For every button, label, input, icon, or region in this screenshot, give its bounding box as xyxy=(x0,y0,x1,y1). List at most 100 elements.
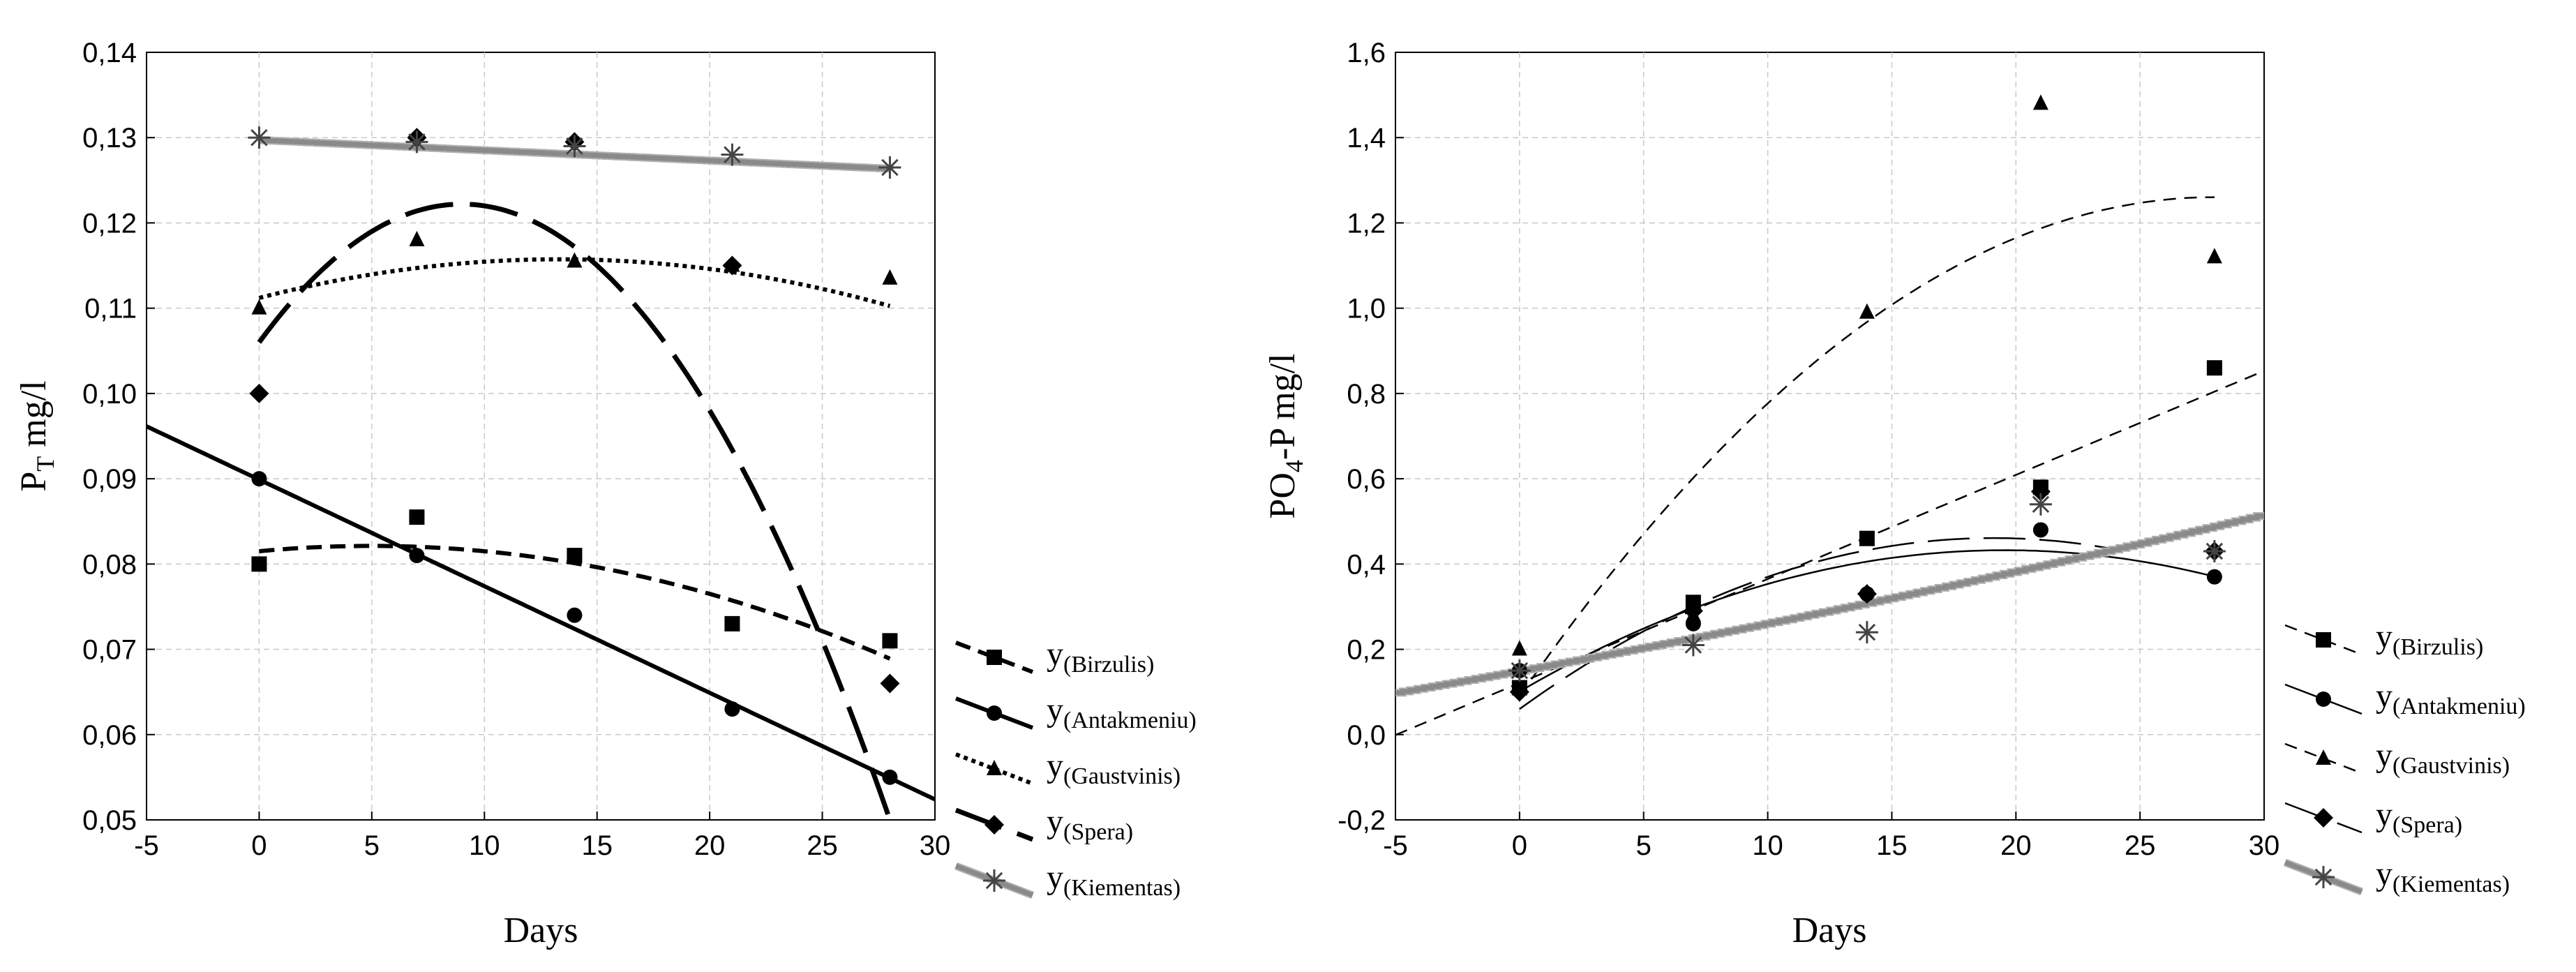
chart-pt-point-birzulis xyxy=(882,633,898,649)
chart-pt-legend-label-birzulis: y(Birzulis) xyxy=(1047,636,1154,678)
chart-pt-fit-spera xyxy=(257,202,892,820)
chart-pt-y-axis-sub: T xyxy=(31,456,59,472)
chart-po4p-y-tick-label: 0,6 xyxy=(1347,464,1386,495)
chart-pt-point-birzulis xyxy=(251,556,267,572)
chart-po4p-point-birzulis xyxy=(2206,360,2222,376)
chart-po4p-legend-label-kiementas: y(Kiementas) xyxy=(2376,855,2510,897)
legend-prefix: y xyxy=(1047,803,1063,840)
chart-po4p-x-tick-label: 25 xyxy=(2125,830,2156,861)
chart-pt-x-tick-label: 25 xyxy=(807,830,838,861)
chart-pt-point-birzulis xyxy=(567,548,583,564)
legend-series-name: (Birzulis) xyxy=(1063,652,1154,678)
chart-pt-point-birzulis xyxy=(409,509,425,525)
chart-pt-tick-labels: -5 0 5 10 15 20 25 30 0,05 0,06 0,07 0,08 0,09 0,10 0,… xyxy=(82,38,950,861)
chart-pt: -5 0 5 10 15 20 25 30 0,05 0,06 0,07 0,08 0,09 0,10 0,… xyxy=(14,38,1197,950)
chart-po4p-fit-spera xyxy=(1519,537,2116,710)
chart-pt-point-gaustvinis xyxy=(567,252,583,268)
chart-pt-point-kiementas xyxy=(248,126,271,149)
chart-po4p-legend-line-birzulis xyxy=(2284,624,2362,656)
chart-po4p-x-tick-label: 20 xyxy=(2000,830,2032,861)
legend-series-name: (Antakmeniu) xyxy=(1063,708,1197,733)
chart-pt-y-tick-label: 0,10 xyxy=(82,379,137,410)
chart-pt-point-spera xyxy=(722,255,742,276)
chart-pt-x-tick-label: -5 xyxy=(134,830,159,861)
chart-pt-y-tick-label: 0,13 xyxy=(82,123,137,154)
chart-po4p-y-tick-label: 0,8 xyxy=(1347,379,1386,410)
chart-pt-point-antakmeniu xyxy=(724,701,740,717)
legend-prefix: y xyxy=(2376,796,2392,833)
chart-pt-y-tick-label: 0,05 xyxy=(82,805,137,836)
chart-po4p-y-axis-title: PO4-P mg/l xyxy=(1263,353,1308,518)
chart-po4p-x-tick-label: -5 xyxy=(1383,830,1408,861)
legend-series-name: (Kiementas) xyxy=(1063,875,1181,901)
chart-po4p-x-tick-label: 15 xyxy=(1876,830,1908,861)
chart-pt-legend-label-spera: y(Spera) xyxy=(1047,803,1133,845)
chart-po4p-y-tick-label: 1,2 xyxy=(1347,208,1386,239)
chart-pt-y-tick-label: 0,06 xyxy=(82,720,137,751)
chart-pt-legend-marker-antakmeniu xyxy=(987,705,1002,721)
chart-pt-y-axis-main: P xyxy=(14,472,54,492)
chart-po4p-legend-marker-birzulis xyxy=(2316,632,2331,648)
chart-pt-y-tick-label: 0,11 xyxy=(84,294,137,324)
legend-prefix: y xyxy=(1047,691,1063,728)
chart-pt-x-axis-title: Days xyxy=(504,911,578,950)
chart-pt-point-gaustvinis xyxy=(251,299,267,315)
chart-pt-point-antakmeniu xyxy=(567,607,583,623)
chart-pt-point-kiementas xyxy=(721,143,744,166)
chart-pt-x-tick-label: 10 xyxy=(469,830,500,861)
chart-po4p-legend-marker-antakmeniu xyxy=(2316,691,2331,707)
legend-prefix: y xyxy=(1047,747,1063,784)
legend-prefix: y xyxy=(1047,859,1063,896)
chart-po4p-fit-lines xyxy=(1395,196,2264,736)
chart-po4p-point-kiementas xyxy=(1682,634,1705,657)
chart-po4p-legend-marker-kiementas xyxy=(2312,866,2335,888)
chart-po4p-markers xyxy=(1508,94,2226,702)
legend-series-name: (Antakmeniu) xyxy=(2392,694,2526,719)
chart-po4p-fit-kiementas xyxy=(1395,514,2264,696)
chart-pt-y-axis-title: PT mg/l xyxy=(14,380,59,491)
chart-pt-legend-label-antakmeniu: y(Antakmeniu) xyxy=(1047,691,1197,733)
chart-po4p-legend-line-gaustvinis xyxy=(2284,742,2362,775)
legend-series-name: (Gaustvinis) xyxy=(2392,753,2510,779)
chart-pt-point-birzulis xyxy=(724,615,740,631)
chart-po4p-x-tick-label: 0 xyxy=(1512,830,1527,861)
chart-po4p-point-spera xyxy=(2030,481,2051,502)
chart-pt-x-tick-label: 0 xyxy=(251,830,267,861)
chart-po4p-legend: y(Birzulis)y(Antakmeniu)y(Gaustvinis)y(S… xyxy=(2284,618,2526,897)
chart-po4p-point-kiementas xyxy=(1508,659,1531,682)
chart-pt-y-tick-label: 0,14 xyxy=(82,38,137,68)
chart-po4p-legend-label-birzulis: y(Birzulis) xyxy=(2376,618,2483,660)
chart-po4p-y-tick-label: -0,2 xyxy=(1338,805,1386,836)
chart-po4p-x-tick-label: 30 xyxy=(2249,830,2280,861)
chart-po4p-legend-marker-spera xyxy=(2314,808,2333,828)
legend-series-name: (Kiementas) xyxy=(2392,872,2510,897)
chart-pt-point-antakmeniu xyxy=(409,548,425,564)
chart-pt-point-kiementas xyxy=(563,135,586,158)
chart-pt-markers xyxy=(248,126,901,785)
chart-po4p-y-tick-label: 0,0 xyxy=(1347,720,1386,751)
legend-prefix: y xyxy=(2376,618,2392,655)
legend-series-name: (Birzulis) xyxy=(2392,634,2483,660)
chart-pt-legend-marker-spera xyxy=(984,815,1004,835)
chart-pt-point-spera xyxy=(880,673,900,694)
chart-pt-x-tick-label: 20 xyxy=(694,830,726,861)
chart-po4p-point-kiementas xyxy=(1855,621,1878,644)
chart-pt-y-tick-label: 0,07 xyxy=(82,635,137,666)
chart-po4p-y-tick-label: 1,4 xyxy=(1347,123,1386,154)
chart-po4p-point-antakmeniu xyxy=(2032,522,2049,538)
chart-po4p-x-tick-label: 10 xyxy=(1752,830,1783,861)
chart-pt-x-tick-label: 15 xyxy=(581,830,613,861)
chart-po4p-y-tick-label: 1,0 xyxy=(1347,294,1386,324)
chart-po4p-point-gaustvinis xyxy=(2032,94,2049,110)
chart-po4p-legend-marker-gaustvinis xyxy=(2316,749,2331,765)
chart-pt-legend-marker-kiementas xyxy=(983,869,1005,892)
legend-series-name: (Spera) xyxy=(1063,819,1133,845)
chart-pt-y-axis-rest: mg/l xyxy=(14,380,54,456)
chart-po4p-y-axis-rest: -P mg/l xyxy=(1263,353,1303,460)
chart-po4p-point-kiementas xyxy=(2203,540,2226,562)
chart-po4p-y-tick-label: 0,2 xyxy=(1347,635,1386,666)
chart-po4p-point-spera xyxy=(1683,601,1703,621)
chart-pt-fit-antakmeniu xyxy=(147,424,935,802)
chart-po4p-y-tick-label: 0,4 xyxy=(1347,549,1386,580)
legend-prefix: y xyxy=(2376,737,2392,774)
